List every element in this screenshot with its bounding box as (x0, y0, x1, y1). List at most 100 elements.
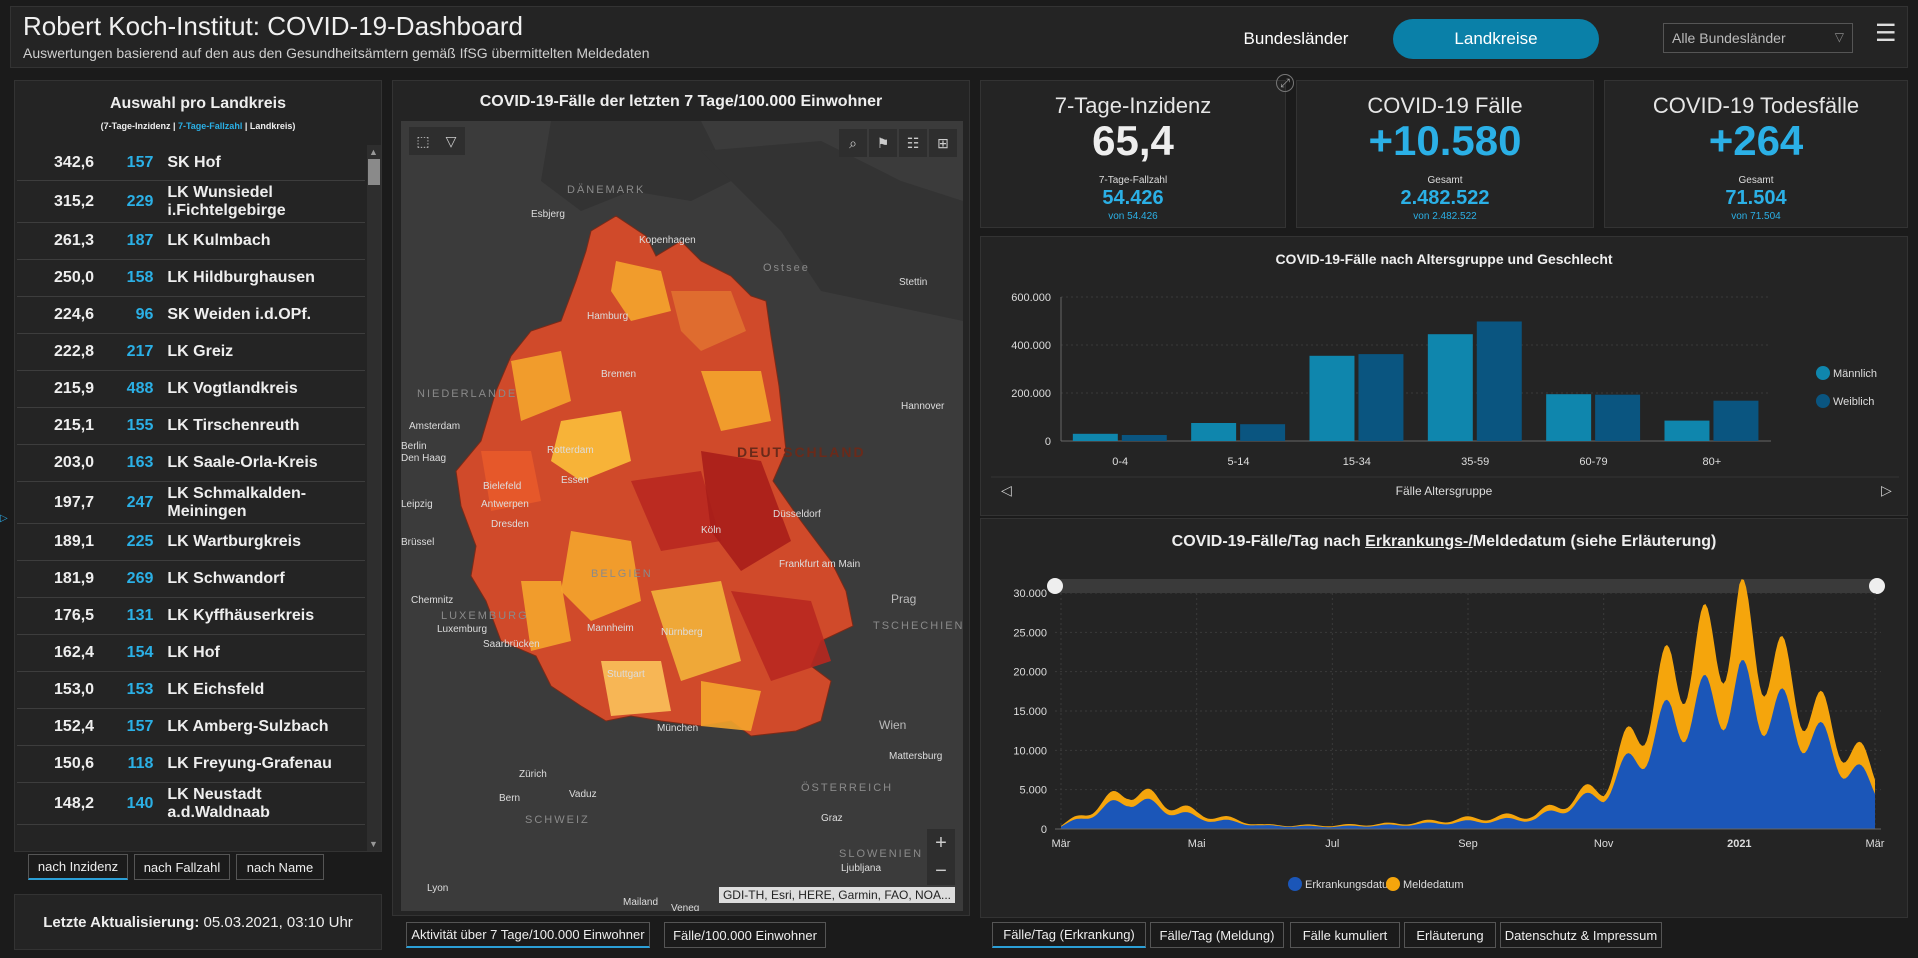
bundesland-select[interactable]: Alle Bundesländer ▽ (1663, 23, 1853, 53)
kpi-inzidenz-title: 7-Tage-Inzidenz (1054, 93, 1212, 118)
scroll-thumb[interactable] (368, 159, 380, 185)
side-expand-icon[interactable]: ▷ (0, 513, 8, 524)
age-gender-chart-panel: COVID-19-Fälle nach Altersgruppe und Ges… (980, 236, 1908, 516)
header-bar: Robert Koch-Institut: COVID-19-Dashboard… (10, 6, 1908, 68)
tab-faelle-tag-meldung[interactable]: Fälle/Tag (Meldung) (1150, 922, 1284, 948)
landkreis-list[interactable]: 342,6 157 SK Hof 315,2 229 LK Wunsiedel i.Fic… (17, 145, 365, 849)
list-item-incidence: 215,1 (54, 417, 95, 434)
list-item[interactable]: 215,9 488 LK Vogtlandkreis (17, 371, 365, 408)
x-tick-label: 60-79 (1579, 456, 1607, 468)
map-label: Chemnitz (411, 595, 453, 606)
y-tick-label: 25.000 (1013, 627, 1047, 639)
list-item[interactable]: 162,4 154 LK Hof (17, 635, 365, 672)
list-item[interactable]: 342,6 157 SK Hof (17, 145, 365, 181)
bar (1713, 400, 1759, 441)
x-tick-label: 80+ (1702, 456, 1721, 468)
zoom-out-button[interactable]: − (927, 857, 955, 885)
list-item[interactable]: 148,2 140 LK Neustadt a.d.Waldnaab (17, 783, 365, 825)
scroll-down-icon[interactable]: ▼ (369, 839, 378, 849)
tab-faelle-100000[interactable]: Fälle/100.000 Einwohner (664, 922, 826, 948)
nav-landkreise-button[interactable]: Landkreise (1393, 19, 1599, 59)
map-label: Köln (701, 525, 721, 536)
kpi-cases-small: von 2.482.522 (1413, 211, 1477, 222)
list-item-incidence: 152,4 (54, 718, 95, 735)
bar (1546, 394, 1592, 441)
list-item[interactable]: 189,1 225 LK Wartburgkreis (17, 524, 365, 561)
scroll-up-icon[interactable]: ▲ (369, 147, 378, 157)
map-label: Berlin (401, 441, 427, 452)
map-label: Saarbrücken (483, 639, 540, 650)
bundesland-select-value: Alle Bundesländer (1672, 30, 1786, 46)
nav-bundeslaender-button[interactable]: Bundesländer (1243, 29, 1349, 48)
list-item-name: LK Hildburghausen (167, 269, 315, 286)
list-item-fallzahl: 154 (126, 644, 154, 661)
district-shape (701, 371, 771, 431)
list-item-name: LK Kulmbach (167, 232, 271, 249)
map-canvas[interactable]: DÄNEMARK Esbjerg Kopenhagen Ostsee Hamburg St… (401, 121, 963, 911)
list-item[interactable]: 250,0 158 LK Hildburghausen (17, 260, 365, 297)
tab-nach-fallzahl[interactable]: nach Fallzahl (134, 854, 230, 880)
tab-nach-inzidenz[interactable]: nach Inzidenz (28, 854, 128, 880)
landkreis-panel-title: Auswahl pro Landkreis (109, 95, 287, 112)
chevron-down-icon: ▽ (1834, 30, 1844, 44)
list-item[interactable]: 203,0 163 LK Saale-Orla-Kreis (17, 445, 365, 482)
list-item[interactable]: 152,4 157 LK Amberg-Sulzbach (17, 709, 365, 746)
list-item[interactable]: 261,3 187 LK Kulmbach (17, 223, 365, 260)
map-label: NIEDERLANDE (417, 388, 517, 400)
list-item[interactable]: 222,8 217 LK Greiz (17, 334, 365, 371)
map-dropdown-icon[interactable]: ▽ (437, 127, 465, 155)
map-label: Bremen (601, 369, 636, 380)
list-item-name: LK Freyung-Grafenau (167, 755, 332, 772)
list-item[interactable]: 215,1 155 LK Tirschenreuth (17, 408, 365, 445)
list-item[interactable]: 150,6 118 LK Freyung-Grafenau (17, 746, 365, 783)
search-icon[interactable]: ⌕ (839, 129, 867, 157)
zoom-in-button[interactable]: + (927, 829, 955, 857)
list-scrollbar[interactable]: ▲ ▼ (367, 145, 381, 851)
bar (1664, 420, 1710, 441)
map-label: SLOWENIEN (839, 848, 923, 860)
y-tick-label: 5.000 (1019, 785, 1047, 797)
incidence-map[interactable]: DÄNEMARK Esbjerg Kopenhagen Ostsee Hamburg St… (401, 121, 963, 911)
y-tick-label: 10.000 (1013, 745, 1047, 757)
list-item-fallzahl: 157 (126, 718, 154, 735)
bookmark-icon[interactable]: ⚑ (869, 129, 897, 157)
sea-shape (701, 141, 963, 321)
list-item[interactable]: 176,5 131 LK Kyffhäuserkreis (17, 598, 365, 635)
map-select-icon[interactable]: ⬚ (409, 127, 437, 155)
app-title: Robert Koch-Institut: COVID-19-Dashboard (23, 11, 523, 41)
list-item[interactable]: 153,0 153 LK Eichsfeld (17, 672, 365, 709)
kpi-cases-value: +10.580 (1368, 117, 1522, 164)
map-label: DÄNEMARK (567, 184, 645, 196)
legend-list-icon[interactable]: ☷ (899, 129, 927, 157)
tab-erlaeuterung[interactable]: Erläuterung (1404, 922, 1496, 948)
tab-aktivitaet-7-tage[interactable]: Aktivität über 7 Tage/100.000 Einwohner (406, 922, 650, 948)
legend-marker (1386, 877, 1400, 891)
hamburger-menu-icon[interactable]: ☰ (1875, 20, 1897, 47)
tab-faelle-kumuliert[interactable]: Fälle kumuliert (1290, 922, 1400, 948)
list-item[interactable]: 197,7 247 LK Schmalkalden-Meiningen (17, 482, 365, 524)
kpi-cases-title: COVID-19 Fälle (1367, 93, 1523, 118)
tab-datenschutz-impressum[interactable]: Datenschutz & Impressum (1500, 922, 1662, 948)
expand-icon[interactable]: ⤢ (1276, 74, 1294, 92)
list-item-incidence: 150,6 (54, 755, 95, 772)
list-item[interactable]: 315,2 229 LK Wunsiedel i.Fichtelgebirge (17, 181, 365, 223)
tab-nach-name[interactable]: nach Name (236, 854, 324, 880)
x-tick-label: 5-14 (1227, 456, 1249, 468)
app-subtitle: Auswertungen basierend auf den aus den G… (23, 45, 650, 61)
map-label: Wien (879, 718, 906, 732)
map-label: Zürich (519, 769, 547, 780)
list-item[interactable]: 181,9 269 LK Schwandorf (17, 561, 365, 598)
basemap-gallery-icon[interactable]: ⊞ (929, 129, 957, 157)
district-shape (611, 261, 671, 321)
district-shape (651, 581, 741, 681)
legend-label: Weiblich (1833, 396, 1874, 408)
y-tick-label: 400.000 (1011, 340, 1051, 352)
list-item-fallzahl: 131 (126, 607, 154, 624)
list-item-incidence: 261,3 (54, 232, 95, 249)
last-update-box: Letzte Aktualisierung: 05.03.2021, 03:10… (14, 894, 382, 950)
tab-faelle-tag-erkrankung[interactable]: Fälle/Tag (Erkrankung) (992, 922, 1146, 948)
range-handle-right (1869, 578, 1885, 594)
list-item[interactable]: 224,6 96 SK Weiden i.d.OPf. (17, 297, 365, 334)
map-label: Stettin (899, 277, 927, 288)
list-item-name: LK Hof (167, 644, 220, 661)
